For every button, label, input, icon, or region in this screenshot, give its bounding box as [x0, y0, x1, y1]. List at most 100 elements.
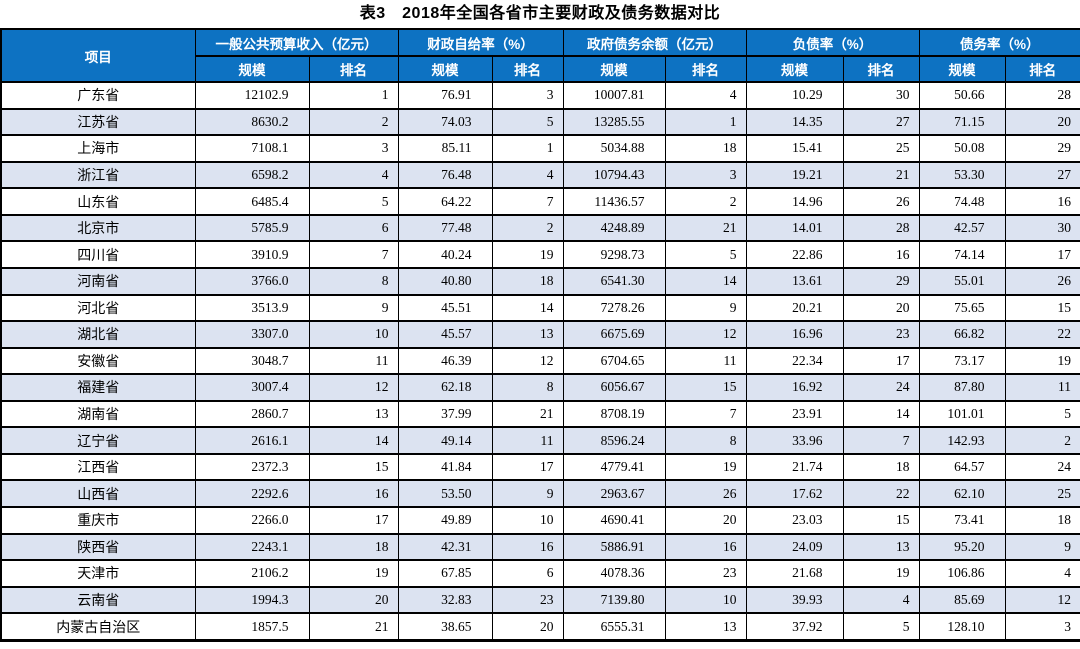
scale-value: 16.92	[745, 373, 844, 402]
scale-value: 76.48	[397, 160, 493, 190]
subheader-rank: 排名	[491, 55, 564, 83]
subheader-scale: 规模	[918, 55, 1006, 83]
province-name: 山西省	[0, 479, 196, 508]
col-group-budget-revenue: 一般公共预算收入（亿元）	[194, 28, 399, 57]
scale-value: 37.99	[397, 399, 493, 429]
rank-value: 19	[842, 559, 920, 588]
scale-value: 7108.1	[194, 134, 310, 163]
rank-value: 21	[664, 213, 747, 243]
scale-value: 6675.69	[562, 320, 666, 349]
scale-value: 22.34	[745, 346, 844, 376]
scale-value: 46.39	[397, 346, 493, 376]
scale-value: 2860.7	[194, 399, 310, 429]
table-row: 山东省 6485.4 5 64.22 7 11436.57 2 14.96 26 74.48 16	[0, 187, 1080, 216]
scale-value: 49.14	[397, 426, 493, 455]
rank-value: 16	[308, 479, 399, 508]
table-row: 辽宁省 2616.1 14 49.14 11 8596.24 8 33.96 7 142.93 2	[0, 426, 1080, 455]
rank-value: 4	[1004, 559, 1080, 588]
rank-value: 22	[1004, 320, 1080, 349]
rank-value: 11	[664, 346, 747, 376]
scale-value: 7139.80	[562, 585, 666, 615]
province-name: 辽宁省	[0, 426, 196, 455]
scale-value: 42.57	[918, 213, 1006, 243]
rank-value: 26	[842, 187, 920, 216]
rank-value: 17	[491, 452, 564, 482]
rank-value: 30	[842, 81, 920, 110]
scale-value: 32.83	[397, 585, 493, 615]
scale-value: 22.86	[745, 240, 844, 269]
rank-value: 17	[1004, 240, 1080, 269]
scale-value: 45.57	[397, 320, 493, 349]
rank-value: 10	[308, 320, 399, 349]
scale-value: 15.41	[745, 134, 844, 163]
scale-value: 77.48	[397, 213, 493, 243]
scale-value: 39.93	[745, 585, 844, 615]
scale-value: 8596.24	[562, 426, 666, 455]
rank-value: 8	[664, 426, 747, 455]
rank-value: 13	[664, 612, 747, 642]
rank-value: 10	[491, 506, 564, 535]
scale-value: 6056.67	[562, 373, 666, 402]
rank-value: 7	[842, 426, 920, 455]
header-group-row: 项目 一般公共预算收入（亿元） 财政自给率（%） 政府债务余额（亿元） 负债率（…	[0, 28, 1080, 83]
rank-value: 20	[664, 506, 747, 535]
rank-value: 11	[491, 426, 564, 455]
rank-value: 11	[1004, 373, 1080, 402]
rank-value: 15	[308, 452, 399, 482]
scale-value: 14.01	[745, 213, 844, 243]
rank-value: 2	[664, 187, 747, 216]
scale-value: 73.17	[918, 346, 1006, 376]
scale-value: 1994.3	[194, 585, 310, 615]
scale-value: 3910.9	[194, 240, 310, 269]
scale-value: 6541.30	[562, 266, 666, 296]
province-name: 安徽省	[0, 346, 196, 376]
rank-value: 6	[308, 213, 399, 243]
scale-value: 37.92	[745, 612, 844, 642]
scale-value: 142.93	[918, 426, 1006, 455]
page-title: 表3 2018年全国各省市主要财政及债务数据对比	[359, 5, 721, 22]
table-row: 广东省 12102.9 1 76.91 3 10007.81 4 10.29 30 50.66 28	[0, 81, 1080, 110]
table-row: 云南省 1994.3 20 32.83 23 7139.80 10 39.93 4 85.69 12	[0, 585, 1080, 615]
rank-value: 14	[664, 266, 747, 296]
scale-value: 12102.9	[194, 81, 310, 110]
scale-value: 13.61	[745, 266, 844, 296]
rank-value: 26	[1004, 266, 1080, 296]
rank-value: 21	[842, 160, 920, 190]
rank-value: 1	[664, 107, 747, 137]
rank-value: 4	[842, 585, 920, 615]
rank-value: 12	[664, 320, 747, 349]
scale-value: 10794.43	[562, 160, 666, 190]
rank-value: 3	[1004, 612, 1080, 642]
scale-value: 4779.41	[562, 452, 666, 482]
rank-value: 9	[491, 479, 564, 508]
scale-value: 33.96	[745, 426, 844, 455]
rank-value: 1	[308, 81, 399, 110]
rank-value: 15	[1004, 293, 1080, 323]
rank-value: 16	[491, 532, 564, 562]
scale-value: 87.80	[918, 373, 1006, 402]
scale-value: 73.41	[918, 506, 1006, 535]
table-header: 项目 一般公共预算收入（亿元） 财政自给率（%） 政府债务余额（亿元） 负债率（…	[0, 28, 1080, 83]
scale-value: 50.08	[918, 134, 1006, 163]
scale-value: 6485.4	[194, 187, 310, 216]
scale-value: 2266.0	[194, 506, 310, 535]
rank-value: 15	[842, 506, 920, 535]
scale-value: 76.91	[397, 81, 493, 110]
rank-value: 20	[308, 585, 399, 615]
scale-value: 8708.19	[562, 399, 666, 429]
scale-value: 3513.9	[194, 293, 310, 323]
scale-value: 53.50	[397, 479, 493, 508]
table-row: 内蒙古自治区 1857.5 21 38.65 20 6555.31 13 37.92 5 128.…	[0, 612, 1080, 642]
rank-value: 20	[491, 612, 564, 642]
rank-value: 8	[491, 373, 564, 402]
scale-value: 6704.65	[562, 346, 666, 376]
scale-value: 19.21	[745, 160, 844, 190]
scale-value: 23.03	[745, 506, 844, 535]
rank-value: 18	[1004, 506, 1080, 535]
scale-value: 85.69	[918, 585, 1006, 615]
scale-value: 20.21	[745, 293, 844, 323]
table-row: 重庆市 2266.0 17 49.89 10 4690.41 20 23.03 15 73.41 1…	[0, 506, 1080, 535]
rank-value: 4	[664, 81, 747, 110]
scale-value: 2106.2	[194, 559, 310, 588]
rank-value: 24	[842, 373, 920, 402]
